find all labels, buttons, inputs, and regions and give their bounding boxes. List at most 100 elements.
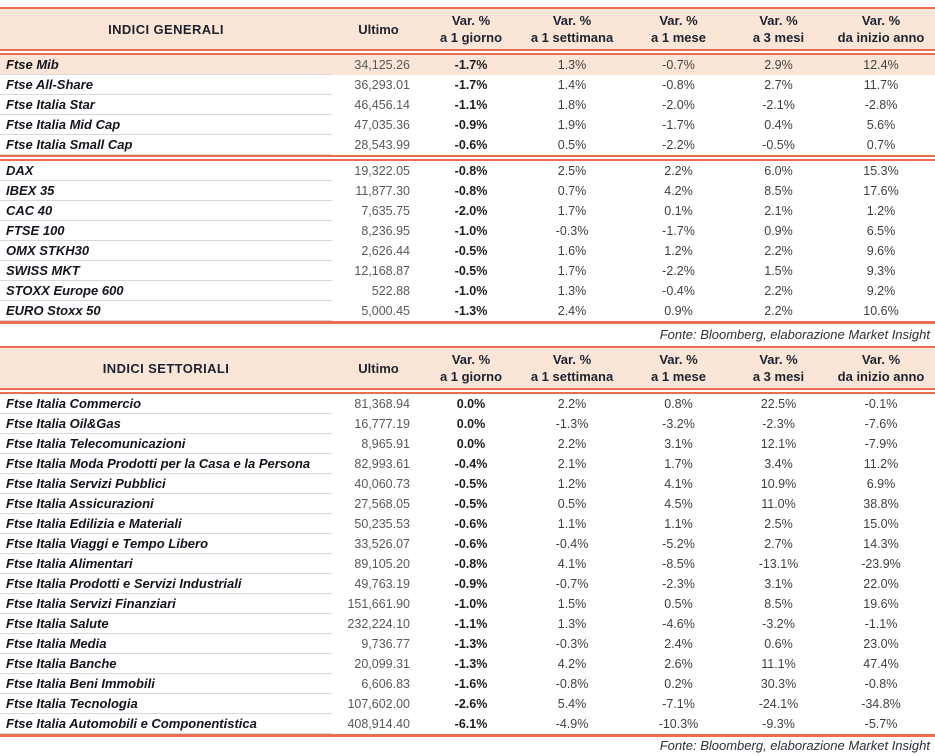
var-value: -1.0% — [454, 224, 488, 238]
var-value: -1.7% — [454, 58, 488, 72]
var-value: -2.0% — [454, 204, 488, 218]
var-value: 38.8% — [863, 497, 899, 511]
ultimo-value: 50,235.53 — [354, 517, 410, 531]
column-header-var-1-settimana: Var. % a 1 settimana — [517, 348, 627, 388]
var-value: 1.8% — [557, 98, 587, 112]
table-row: Ftse Italia Automobili e Componentistica… — [0, 714, 935, 734]
table-body: Ftse Italia Commercio 81,368.94 0.0% 2.2% 0.… — [0, 394, 935, 734]
var-value: 3.4% — [764, 457, 793, 471]
row-label: Ftse Italia Servizi Finanziari — [0, 594, 332, 614]
var-value: -5.2% — [662, 537, 695, 551]
var-value: -4.9% — [555, 717, 589, 731]
var-label: Var. % — [451, 352, 491, 367]
var-value: -13.1% — [758, 557, 799, 571]
row-label: Ftse Italia Salute — [0, 614, 332, 634]
ultimo-value: 89,105.20 — [354, 557, 410, 571]
column-header-var-3-mesi: Var. % a 3 mesi — [730, 348, 827, 388]
var-value: -1.3% — [454, 657, 488, 671]
ultimo-value: 81,368.94 — [354, 397, 410, 411]
ultimo-value: 9,736.77 — [361, 637, 410, 651]
header-divider — [0, 388, 935, 394]
var-value: -1.3% — [454, 637, 488, 651]
period-label: a 1 mese — [651, 30, 706, 45]
var-value: 2.2% — [557, 437, 587, 451]
var-value: 6.9% — [866, 477, 896, 491]
column-header-var-1-giorno: Var. % a 1 giorno — [425, 9, 517, 49]
table-row: SWISS MKT 12,168.87 -0.5% 1.7% -2.2% 1.5% 9.3% — [0, 261, 935, 281]
var-value: 10.9% — [760, 477, 797, 491]
column-header-var-inizio-anno: Var. % da inizio anno — [827, 348, 935, 388]
row-label: Ftse Italia Oil&Gas — [0, 414, 332, 434]
var-label: Var. % — [861, 13, 901, 28]
var-value: -1.0% — [454, 284, 488, 298]
ultimo-value: 408,914.40 — [347, 717, 410, 731]
row-label: EURO Stoxx 50 — [0, 301, 332, 321]
var-value: -34.8% — [861, 697, 901, 711]
row-label: Ftse Italia Commercio — [0, 394, 332, 414]
table-row: STOXX Europe 600 522.88 -1.0% 1.3% -0.4% 2.2%… — [0, 281, 935, 301]
var-value: -1.6% — [454, 677, 488, 691]
general-indices-table: INDICI GENERALI Ultimo Var. % a 1 giorno… — [0, 7, 935, 346]
ultimo-value: 34,125.26 — [354, 58, 410, 72]
ultimo-value: 49,763.19 — [354, 577, 410, 591]
table-row: Ftse Italia Beni Immobili 6,606.83 -1.6% -0… — [0, 674, 935, 694]
var-value: 0.7% — [557, 184, 587, 198]
var-value: 12.1% — [760, 437, 797, 451]
table-row: DAX 19,322.05 -0.8% 2.5% 2.2% 6.0% 15.3% — [0, 161, 935, 181]
period-label: a 3 mesi — [752, 30, 805, 45]
var-value: 1.7% — [557, 264, 587, 278]
table-row: Ftse Italia Viaggi e Tempo Libero 33,526.… — [0, 534, 935, 554]
var-value: -7.1% — [662, 697, 695, 711]
table-row: CAC 40 7,635.75 -2.0% 1.7% 0.1% 2.1% 1.2% — [0, 201, 935, 221]
var-value: 2.2% — [664, 164, 693, 178]
table-row: Ftse Italia Small Cap 28,543.99 -0.6% 0.5% -… — [0, 135, 935, 155]
var-value: -2.2% — [662, 264, 695, 278]
var-value: -0.4% — [454, 457, 488, 471]
row-label: Ftse Mib — [0, 55, 332, 75]
var-value: 19.6% — [863, 597, 899, 611]
table-row: Ftse Italia Alimentari 89,105.20 -0.8% 4.1%… — [0, 554, 935, 574]
var-value: 2.7% — [764, 537, 793, 551]
table-row: Ftse Italia Salute 232,224.10 -1.1% 1.3% -4.… — [0, 614, 935, 634]
row-label: Ftse Italia Tecnologia — [0, 694, 332, 714]
var-value: -0.8% — [864, 677, 898, 691]
table-body: Ftse Mib 34,125.26 -1.7% 1.3% -0.7% 2.9% 12.4%… — [0, 55, 935, 321]
var-value: 2.4% — [664, 637, 693, 651]
var-value: 5.4% — [557, 697, 587, 711]
ultimo-value: 12,168.87 — [354, 264, 410, 278]
period-label: a 1 giorno — [439, 30, 503, 45]
var-value: -1.1% — [454, 617, 488, 631]
var-value: 0.7% — [866, 138, 896, 152]
var-value: -0.5% — [454, 264, 488, 278]
var-value: -0.9% — [454, 577, 488, 591]
ultimo-value: 11,877.30 — [355, 184, 410, 198]
column-header-var-1-giorno: Var. % a 1 giorno — [425, 348, 517, 388]
period-label: a 1 giorno — [439, 369, 503, 384]
var-label: Var. % — [552, 13, 592, 28]
var-value: 2.4% — [557, 304, 587, 318]
var-value: 1.7% — [557, 204, 587, 218]
var-value: 1.1% — [664, 517, 693, 531]
row-label: Ftse Italia Moda Prodotti per la Casa e … — [0, 454, 332, 474]
var-value: -1.7% — [662, 118, 695, 132]
var-value: -2.0% — [662, 98, 695, 112]
var-value: 2.2% — [764, 244, 793, 258]
var-value: -0.5% — [762, 138, 795, 152]
var-value: -0.5% — [454, 244, 488, 258]
var-value: -0.8% — [454, 184, 488, 198]
var-value: 2.1% — [764, 204, 793, 218]
var-value: 2.2% — [764, 304, 793, 318]
var-value: 0.9% — [664, 304, 693, 318]
var-value: 0.9% — [764, 224, 793, 238]
row-label: Ftse Italia Small Cap — [0, 135, 332, 155]
var-value: -0.6% — [454, 537, 488, 551]
var-value: 1.7% — [664, 457, 693, 471]
var-value: 8.5% — [764, 184, 793, 198]
ultimo-value: 16,777.19 — [354, 417, 410, 431]
var-value: 0.8% — [664, 397, 693, 411]
period-label: da inizio anno — [837, 30, 925, 45]
var-value: -0.6% — [454, 138, 488, 152]
var-value: 3.1% — [664, 437, 693, 451]
var-value: 0.5% — [664, 597, 693, 611]
